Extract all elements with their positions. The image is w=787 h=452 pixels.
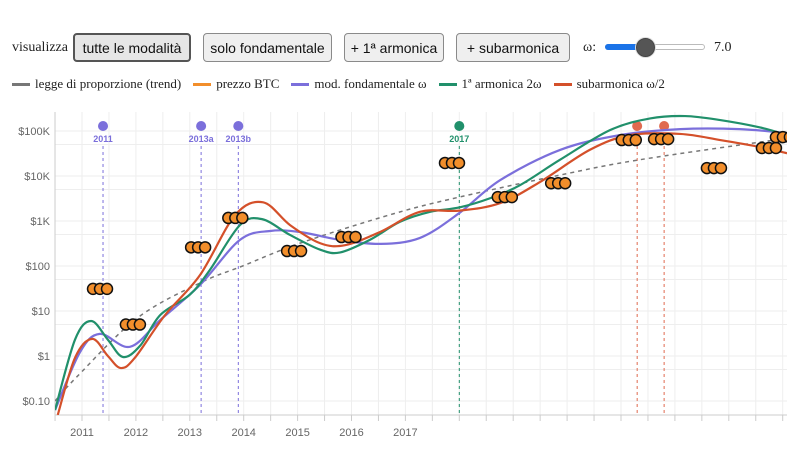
x-tick-label: 2014 [231, 427, 255, 439]
btc-price-marker [349, 230, 362, 244]
event-marker [632, 121, 643, 131]
btc-price-marker [198, 241, 212, 254]
controls-bar: visualizza tutte le modalità solo fondam… [0, 33, 787, 63]
btc-price-marker [294, 244, 308, 258]
btc-price-marker [133, 318, 147, 331]
btc-price-marker [783, 131, 787, 143]
series-line [55, 114, 787, 411]
x-tick-label: 2012 [124, 427, 148, 439]
btc-price-marker [558, 177, 572, 190]
legend-swatch [12, 82, 30, 86]
omega-label: ω: [583, 40, 597, 55]
x-tick-label: 2013 [178, 427, 202, 439]
x-tick-label: 2011 [70, 427, 94, 439]
legend-label: mod. fondamentale ω [314, 76, 427, 91]
btc-price-marker [769, 141, 783, 155]
legend-item[interactable]: mod. fondamentale ω [291, 76, 427, 92]
legend-item[interactable]: 1ª armonica 2ω [438, 76, 542, 92]
btc-price-marker [714, 161, 728, 175]
event-label: 2017 [449, 134, 469, 144]
x-tick-label: 2016 [339, 427, 363, 439]
slider-fill [605, 44, 645, 50]
first-harmonic-button[interactable]: + 1ª armonica [344, 33, 444, 62]
y-tick-label: $10 [32, 306, 50, 318]
btc-price-marker [629, 133, 643, 147]
x-tick-label: 2015 [285, 427, 309, 439]
series-line [55, 137, 787, 402]
event-marker [659, 121, 670, 131]
legend-label: legge di proporzione (trend) [35, 76, 182, 91]
series-line [56, 132, 787, 415]
legend-swatch [553, 82, 572, 86]
y-tick-label: $100K [18, 126, 50, 138]
btc-price-marker [236, 211, 249, 225]
y-tick-label: $1 [38, 351, 50, 363]
fundamental-only-button[interactable]: solo fondamentale [203, 33, 332, 62]
subharmonic-button[interactable]: + subarmonica [456, 33, 570, 62]
btc-price-marker [661, 132, 675, 146]
y-tick-label: $100 [26, 261, 50, 273]
omega-value: 7.0 [714, 40, 732, 55]
y-tick-label: $10K [24, 171, 50, 183]
event-marker [233, 121, 244, 131]
legend-item[interactable]: prezzo BTC [193, 76, 279, 92]
omega-slider[interactable] [605, 38, 705, 57]
series-line [55, 127, 787, 411]
slider-thumb[interactable] [636, 38, 655, 57]
legend-swatch [438, 82, 457, 86]
legend-swatch [291, 82, 310, 86]
btc-price-marker [505, 190, 519, 204]
legend-item[interactable]: legge di proporzione (trend) [12, 76, 181, 92]
event-label: 2013a [189, 134, 215, 144]
legend-label: prezzo BTC [216, 76, 280, 91]
event-marker [98, 121, 109, 131]
btc-price-marker [100, 282, 114, 296]
all-modes-button[interactable]: tutte le modalità [73, 33, 191, 62]
y-tick-label: $0.10 [22, 396, 50, 408]
legend-swatch [193, 82, 212, 86]
legend-label: 1ª armonica 2ω [461, 76, 542, 91]
x-tick-label: 2017 [393, 427, 417, 439]
legend-item[interactable]: subarmonica ω/2 [553, 76, 665, 92]
legend-label: subarmonica ω/2 [576, 76, 665, 91]
event-label: 2013b [226, 134, 252, 144]
event-marker [454, 121, 465, 131]
event-marker [196, 121, 207, 131]
btc-price-marker [452, 156, 466, 170]
y-tick-label: $1K [30, 216, 50, 228]
view-label: visualizza [12, 40, 68, 55]
event-label: 2011 [93, 134, 113, 144]
chart-legend: legge di proporzione (trend) prezzo BTC mo… [12, 76, 665, 92]
